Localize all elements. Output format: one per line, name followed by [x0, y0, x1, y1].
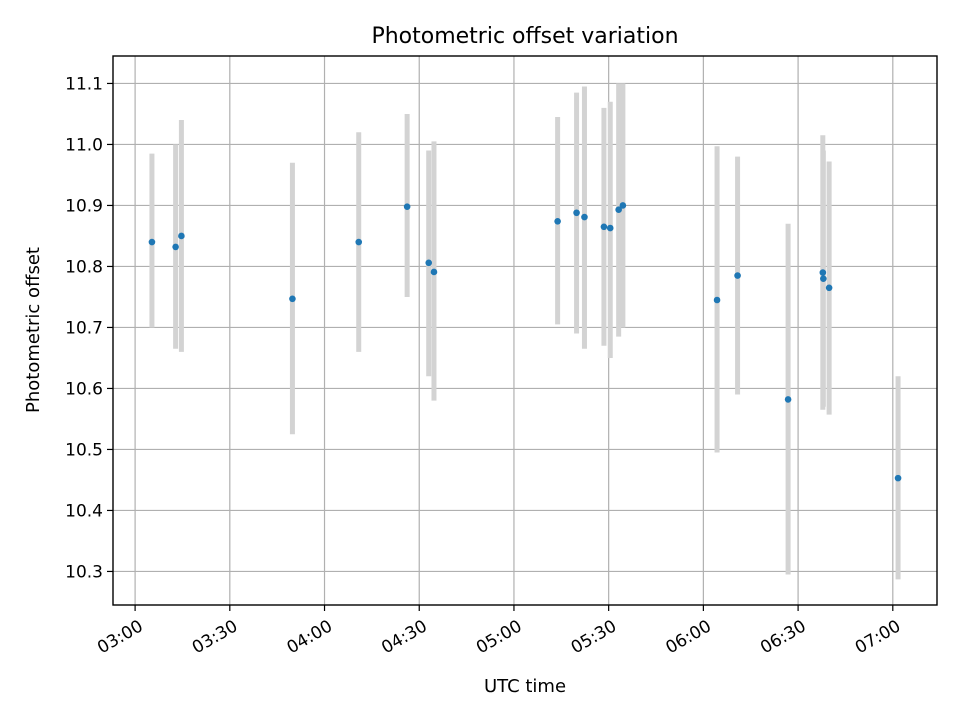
y-tick-label: 10.8: [65, 257, 103, 277]
data-point: [403, 203, 411, 210]
data-point: [172, 243, 179, 251]
y-tick-label: 10.4: [65, 501, 103, 521]
y-tick-label: 11.1: [65, 74, 103, 94]
chart-title: Photometric offset variation: [371, 24, 678, 49]
y-tick-label: 10.5: [65, 440, 103, 460]
y-tick-label: 10.3: [65, 562, 103, 582]
data-point: [425, 259, 433, 267]
data-point: [600, 223, 608, 231]
data-point: [619, 202, 627, 209]
data-point: [573, 209, 580, 217]
y-tick-label: 10.6: [65, 379, 103, 399]
data-point: [289, 295, 296, 303]
data-point: [784, 396, 792, 403]
data-point: [355, 238, 363, 246]
data-point: [430, 268, 438, 276]
data-point: [819, 269, 827, 276]
data-point: [615, 206, 622, 214]
data-point: [554, 218, 561, 225]
x-axis-label: UTC time: [484, 676, 566, 697]
y-tick-label: 10.9: [65, 196, 103, 216]
y-tick-label: 11.0: [65, 135, 103, 155]
data-point: [825, 284, 833, 292]
data-point: [734, 272, 741, 279]
data-point: [581, 213, 588, 221]
data-point: [606, 224, 614, 232]
y-tick-label: 10.7: [65, 318, 103, 338]
data-point: [894, 474, 902, 482]
data-point: [820, 275, 827, 282]
data-point: [178, 232, 185, 240]
data-point: [713, 296, 721, 304]
data-point: [148, 238, 156, 246]
data-points: [148, 202, 902, 482]
plot-frame: [112, 55, 938, 606]
y-axis-label: Photometric offset: [23, 247, 44, 413]
